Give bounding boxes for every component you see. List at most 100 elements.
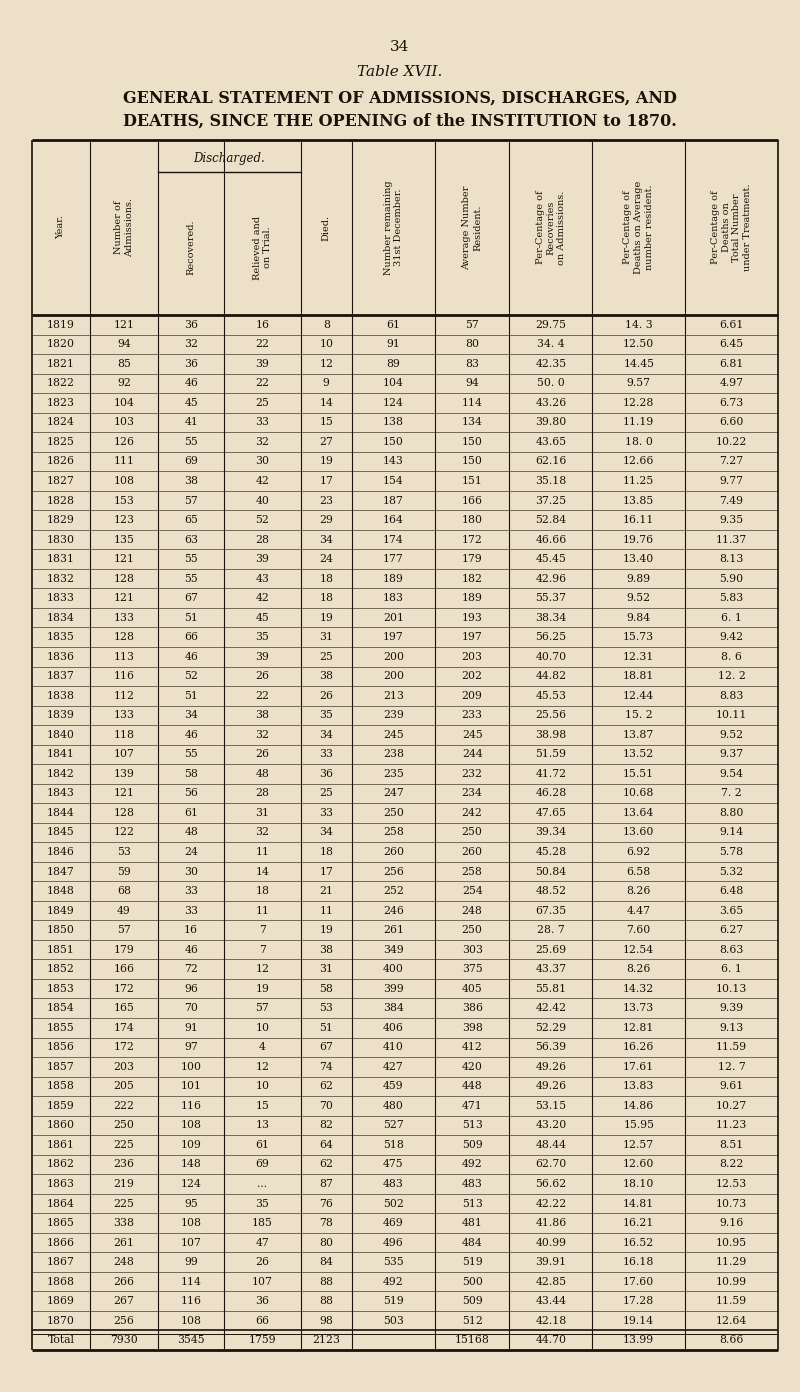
Text: 12.53: 12.53 [716,1179,747,1189]
Text: 139: 139 [114,768,134,780]
Text: 36: 36 [184,359,198,369]
Text: 25: 25 [255,398,270,408]
Text: 12.44: 12.44 [623,690,654,700]
Text: 12: 12 [255,1062,270,1072]
Text: 9.39: 9.39 [719,1004,744,1013]
Text: 67: 67 [319,1043,333,1052]
Text: 128: 128 [114,807,134,818]
Text: 1860: 1860 [47,1121,75,1130]
Text: 108: 108 [181,1121,202,1130]
Text: 225: 225 [114,1140,134,1150]
Text: 13.99: 13.99 [623,1335,654,1345]
Text: 2123: 2123 [312,1335,340,1345]
Text: 205: 205 [114,1082,134,1091]
Text: 1837: 1837 [47,671,75,681]
Text: 203: 203 [462,651,482,661]
Text: 49: 49 [117,906,131,916]
Text: 1846: 1846 [47,846,75,857]
Text: 405: 405 [462,984,482,994]
Text: Table XVII.: Table XVII. [358,65,442,79]
Text: 32: 32 [255,437,270,447]
Text: 4.47: 4.47 [626,906,650,916]
Text: 475: 475 [383,1160,404,1169]
Text: 3.65: 3.65 [719,906,744,916]
Text: 1832: 1832 [47,574,75,583]
Text: 1848: 1848 [47,887,75,896]
Text: 21: 21 [319,887,334,896]
Text: 104: 104 [383,379,404,388]
Text: 233: 233 [462,710,482,720]
Text: 9.77: 9.77 [719,476,743,486]
Text: 42.22: 42.22 [535,1199,566,1208]
Text: 84: 84 [319,1257,333,1267]
Text: 7: 7 [259,945,266,955]
Text: 48.52: 48.52 [535,887,566,896]
Text: 166: 166 [462,496,482,505]
Text: 1870: 1870 [47,1315,75,1325]
Text: 9.61: 9.61 [719,1082,744,1091]
Text: 57: 57 [184,496,198,505]
Text: 502: 502 [383,1199,404,1208]
Text: 43.26: 43.26 [535,398,566,408]
Text: 15.95: 15.95 [623,1121,654,1130]
Text: 412: 412 [462,1043,482,1052]
Text: 24: 24 [184,846,198,857]
Text: 11.23: 11.23 [716,1121,747,1130]
Text: 39.34: 39.34 [535,827,566,838]
Text: 80: 80 [319,1237,334,1247]
Text: 55: 55 [184,574,198,583]
Text: 122: 122 [114,827,134,838]
Text: 203: 203 [114,1062,134,1072]
Text: 65: 65 [184,515,198,525]
Text: 40.99: 40.99 [535,1237,566,1247]
Text: 28: 28 [255,535,270,544]
Text: 250: 250 [462,827,482,838]
Text: 14: 14 [319,398,333,408]
Text: 62: 62 [319,1082,334,1091]
Text: 15: 15 [255,1101,270,1111]
Text: 235: 235 [383,768,404,780]
Text: 38: 38 [319,945,334,955]
Text: 1819: 1819 [47,320,75,330]
Text: 15.73: 15.73 [623,632,654,642]
Text: 10.99: 10.99 [716,1276,747,1286]
Text: 11.59: 11.59 [716,1296,747,1306]
Text: 11.59: 11.59 [716,1043,747,1052]
Text: 56.62: 56.62 [535,1179,566,1189]
Text: 261: 261 [383,926,404,935]
Text: 42: 42 [255,593,270,603]
Text: 179: 179 [114,945,134,955]
Text: 222: 222 [114,1101,134,1111]
Text: 38: 38 [319,671,334,681]
Text: 148: 148 [181,1160,202,1169]
Text: 1849: 1849 [47,906,75,916]
Text: 172: 172 [114,1043,134,1052]
Text: 34: 34 [319,729,333,741]
Text: 29: 29 [319,515,333,525]
Text: 64: 64 [319,1140,333,1150]
Text: 247: 247 [383,788,404,799]
Text: 197: 197 [383,632,404,642]
Text: 535: 535 [383,1257,404,1267]
Text: Per-Centage of
Recoveries
on Admissions.: Per-Centage of Recoveries on Admissions. [536,191,566,264]
Text: 51: 51 [184,690,198,700]
Text: 87: 87 [319,1179,333,1189]
Text: 104: 104 [114,398,134,408]
Text: 9.89: 9.89 [626,574,651,583]
Text: 46.66: 46.66 [535,535,566,544]
Text: 43.20: 43.20 [535,1121,566,1130]
Text: 10: 10 [319,340,334,349]
Text: 58: 58 [184,768,198,780]
Text: 45: 45 [184,398,198,408]
Text: 44.82: 44.82 [535,671,566,681]
Text: 138: 138 [383,418,404,427]
Text: 11.25: 11.25 [623,476,654,486]
Text: 15: 15 [319,418,333,427]
Text: 7. 2: 7. 2 [722,788,742,799]
Text: 16.18: 16.18 [623,1257,654,1267]
Text: 150: 150 [462,457,482,466]
Text: 7930: 7930 [110,1335,138,1345]
Text: 6. 1: 6. 1 [721,612,742,622]
Text: 1820: 1820 [47,340,75,349]
Text: 42: 42 [255,476,270,486]
